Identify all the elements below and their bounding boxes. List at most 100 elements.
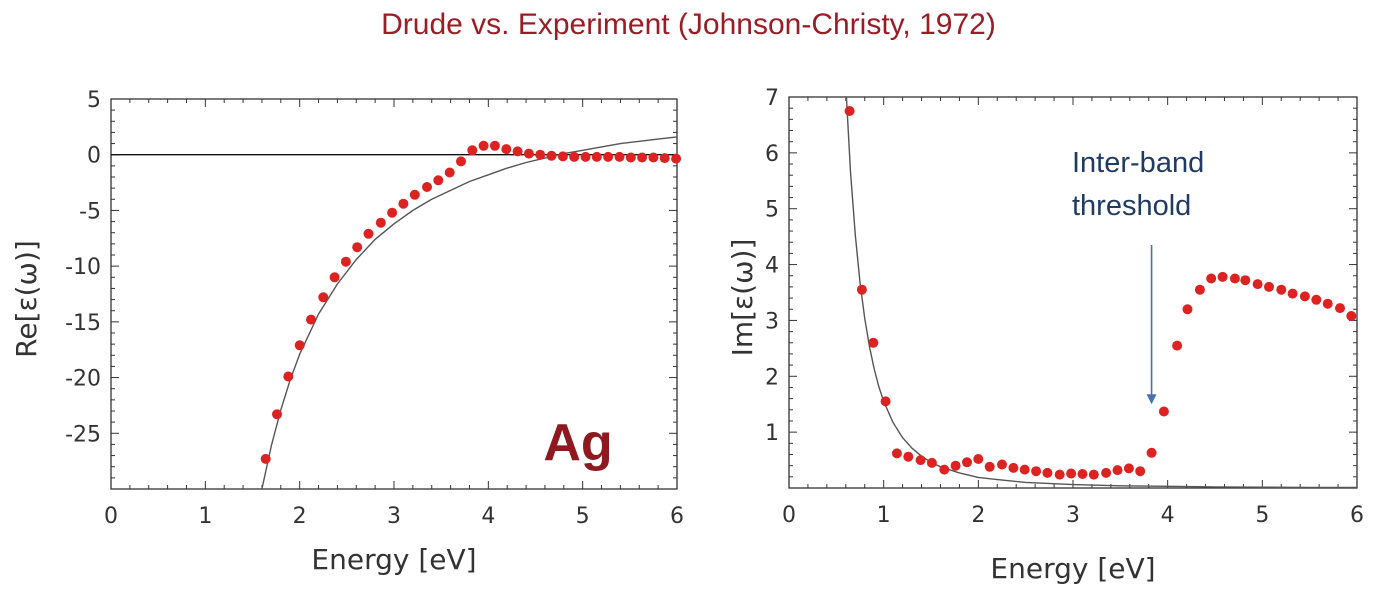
- data-point: [535, 149, 546, 160]
- annotation-text: Inter-band: [1072, 147, 1204, 179]
- x-tick-label: 6: [670, 504, 684, 529]
- re-epsilon-panel: 0 1 2 3 4 5 6 5 0 -5 -10 -15 -20 -25 Energy [eV] Re[ε(ω…: [10, 88, 684, 576]
- y-tick-label: -15: [65, 311, 101, 336]
- y-tick-label: 6: [765, 142, 779, 167]
- data-point: [422, 182, 432, 192]
- data-point: [1123, 463, 1134, 474]
- data-point: [1112, 465, 1123, 476]
- data-point: [318, 292, 329, 303]
- x-tick-label: 5: [576, 504, 590, 529]
- page-title: Drude vs. Experiment (Johnson-Christy, 1…: [381, 8, 996, 41]
- x-axis-title: Energy [eV]: [990, 552, 1155, 585]
- data-point: [997, 459, 1007, 470]
- data-point: [1240, 275, 1251, 286]
- data-point: [1229, 273, 1240, 284]
- y-tick-label: 3: [765, 309, 779, 334]
- y-axis-title: Re[ε(ω)]: [10, 240, 43, 358]
- y-tick-label: 1: [765, 421, 779, 446]
- y-tick-label: -10: [65, 255, 101, 280]
- data-point: [1346, 311, 1357, 321]
- data-point: [501, 144, 512, 155]
- data-point: [557, 151, 568, 162]
- element-label: Ag: [543, 414, 612, 472]
- x-tick-label: 0: [782, 503, 796, 528]
- drude-model-curve: [845, 97, 1357, 488]
- data-point: [1172, 340, 1183, 351]
- data-point: [478, 140, 489, 151]
- data-point: [375, 217, 386, 228]
- data-point: [1322, 298, 1333, 309]
- data-point: [891, 448, 902, 459]
- annotation-arrowhead: [1146, 394, 1157, 405]
- data-point: [939, 464, 950, 475]
- data-point: [306, 314, 316, 325]
- data-point: [915, 455, 926, 466]
- x-tick-label: 3: [387, 504, 401, 529]
- data-point: [1287, 288, 1298, 299]
- y-tick-label: 4: [765, 254, 779, 279]
- data-point: [844, 106, 855, 116]
- x-tick-label: 3: [1066, 503, 1080, 528]
- data-point: [1299, 291, 1310, 302]
- data-point: [614, 151, 625, 162]
- data-point: [1182, 304, 1193, 315]
- data-point: [1101, 467, 1112, 478]
- data-point: [363, 228, 374, 239]
- data-point: [1276, 284, 1287, 295]
- im-epsilon-panel: 0 1 2 3 4 5 6 1 2 3 4 5 6 7 Energy [eV] Im[ε(ω)] Inter-b…: [726, 86, 1364, 585]
- data-point: [984, 461, 995, 472]
- data-point: [352, 242, 363, 253]
- data-point: [523, 148, 534, 159]
- y-tick-label: 2: [765, 365, 779, 390]
- annotation-text: threshold: [1072, 190, 1191, 222]
- data-point: [591, 151, 602, 162]
- data-point: [1042, 467, 1053, 478]
- data-point: [1252, 279, 1263, 290]
- x-tick-label: 5: [1255, 503, 1269, 528]
- y-tick-label: -20: [65, 367, 101, 392]
- data-point: [880, 396, 891, 407]
- drude-model-curve: [261, 136, 677, 489]
- data-point: [433, 175, 444, 186]
- data-point: [1019, 464, 1030, 475]
- x-tick-label: 4: [481, 504, 495, 529]
- data-point: [512, 146, 523, 157]
- data-point: [868, 337, 879, 348]
- data-point: [398, 198, 409, 209]
- data-point: [444, 167, 455, 178]
- data-point: [387, 207, 398, 218]
- data-point: [625, 152, 636, 163]
- x-tick-label: 6: [1350, 503, 1364, 528]
- data-point: [456, 156, 466, 167]
- data-point: [1031, 466, 1042, 477]
- data-point: [659, 153, 670, 164]
- data-point: [1146, 447, 1157, 458]
- x-tick-label: 1: [877, 503, 891, 528]
- data-point: [1158, 406, 1169, 417]
- data-point: [340, 256, 351, 267]
- data-point: [1077, 469, 1088, 479]
- data-point: [637, 152, 648, 163]
- data-point: [973, 454, 984, 464]
- data-point: [294, 340, 305, 351]
- data-point: [950, 460, 961, 471]
- data-point: [1066, 468, 1077, 479]
- data-point: [1008, 462, 1019, 473]
- data-point: [272, 409, 282, 420]
- data-point: [926, 457, 937, 468]
- y-tick-label: -5: [79, 199, 101, 224]
- data-point: [1206, 273, 1217, 284]
- data-point: [671, 153, 682, 164]
- data-point: [1194, 284, 1205, 295]
- data-point: [467, 145, 478, 156]
- data-point: [1135, 466, 1146, 477]
- data-point: [409, 189, 420, 200]
- y-tick-label: 0: [87, 144, 101, 169]
- data-point: [856, 284, 867, 295]
- y-tick-label: -25: [65, 422, 101, 447]
- data-point: [603, 151, 614, 162]
- data-point: [580, 151, 591, 162]
- y-axis-title: Im[ε(ω)]: [726, 239, 759, 357]
- data-point: [1217, 271, 1228, 282]
- data-point: [1311, 294, 1322, 305]
